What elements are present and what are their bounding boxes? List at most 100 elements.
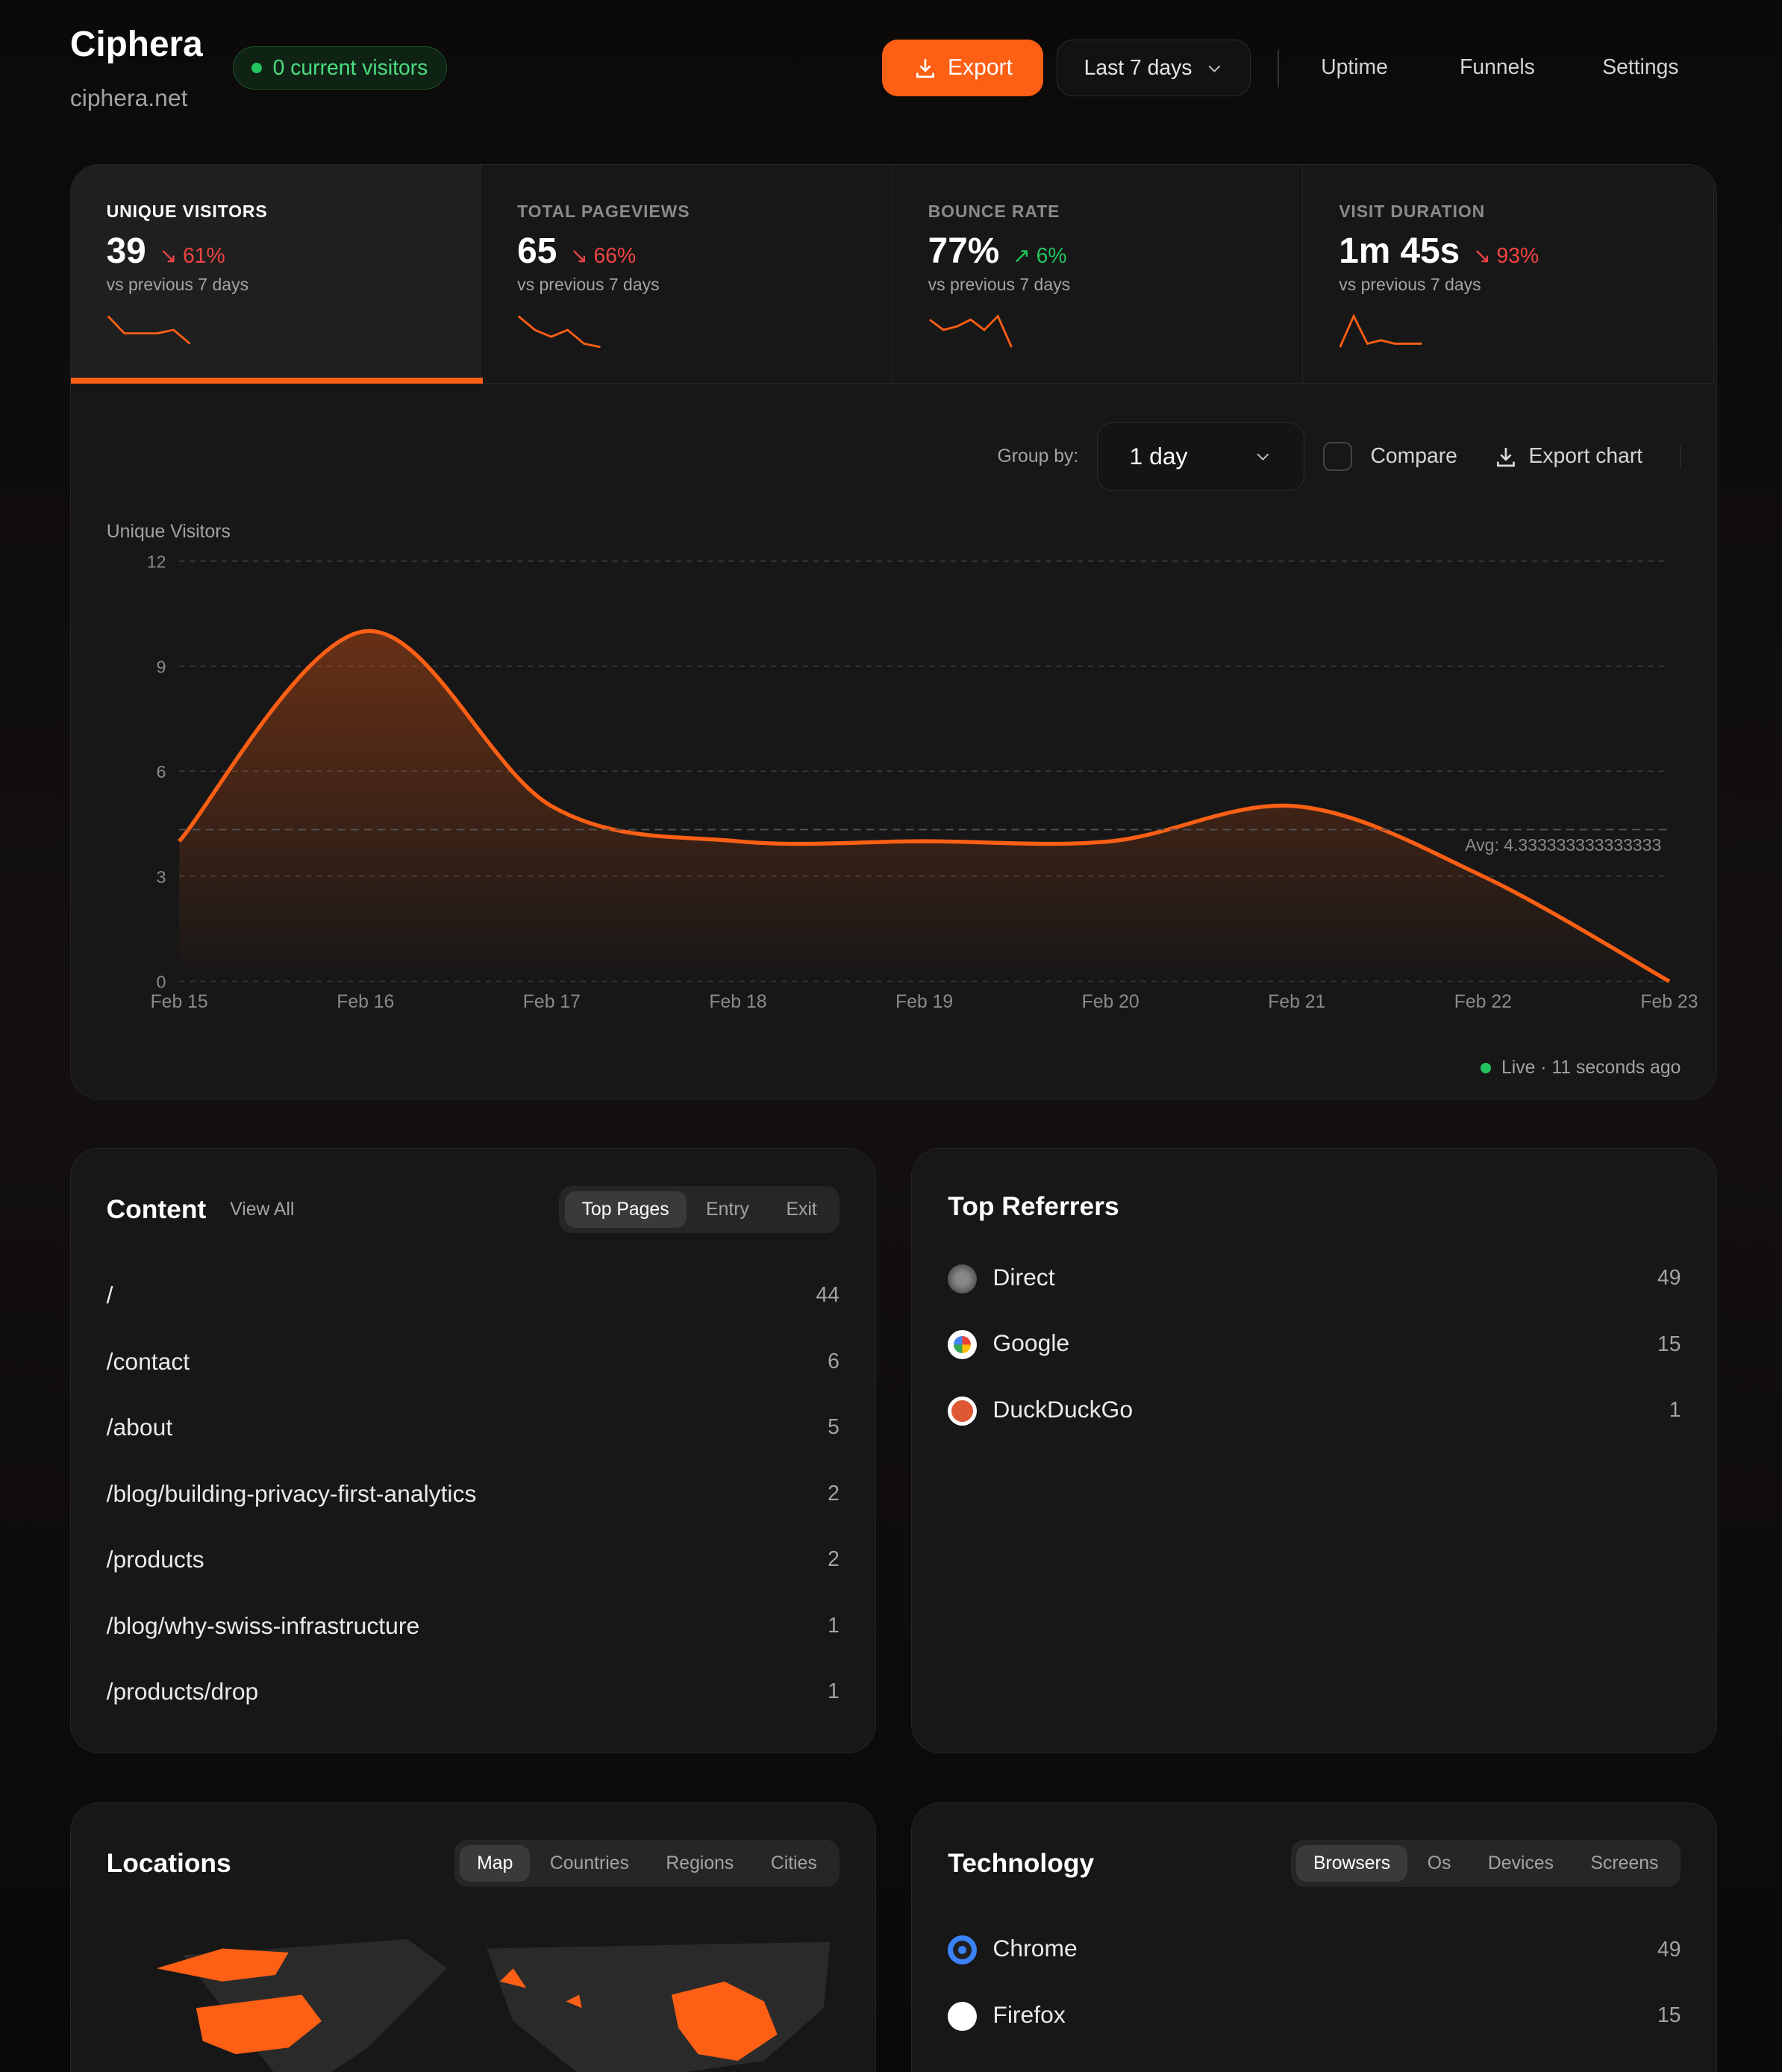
- stat-label: UNIQUE VISITORS: [106, 202, 268, 222]
- export-chart-button[interactable]: Export chart: [1494, 444, 1642, 469]
- list-item[interactable]: / 44: [107, 1263, 840, 1329]
- y-tick-label: 12: [147, 552, 166, 571]
- export-chart-label: Export chart: [1528, 444, 1643, 469]
- list-item[interactable]: DuckDuckGo 1: [948, 1378, 1681, 1444]
- x-tick-label: Feb 15: [150, 992, 207, 1012]
- tab-os[interactable]: Os: [1427, 1853, 1451, 1873]
- nav-funnels[interactable]: Funnels: [1460, 55, 1535, 80]
- stat-comparison: vs previous 7 days: [106, 274, 249, 294]
- locations-tabs: Map Countries Regions Cities: [454, 1840, 840, 1888]
- tab-countries[interactable]: Countries: [549, 1853, 629, 1873]
- stat-value: 77%: [928, 231, 1000, 272]
- world-map[interactable]: [143, 1929, 843, 2072]
- item-count: 49: [1657, 1937, 1681, 1962]
- stat-change: ↘ 61%: [159, 244, 225, 269]
- sparkline-path: [1339, 313, 1422, 348]
- sparkline-path: [928, 313, 1013, 348]
- list-item[interactable]: /products/drop 1: [107, 1659, 840, 1726]
- stat-tab-unique-visitors[interactable]: UNIQUE VISITORS 39 ↘ 61% vs previous 7 da…: [70, 164, 482, 384]
- duckduckgo-icon: [948, 1396, 978, 1426]
- item-count: 2: [828, 1481, 840, 1505]
- item-count: 44: [816, 1283, 840, 1308]
- item-count: 15: [1657, 1332, 1681, 1356]
- x-tick-label: Feb 21: [1268, 992, 1325, 1012]
- tab-regions[interactable]: Regions: [666, 1853, 734, 1873]
- nav-uptime[interactable]: Uptime: [1321, 55, 1388, 80]
- stat-label: VISIT DURATION: [1339, 202, 1486, 222]
- technology-title: Technology: [948, 1848, 1095, 1879]
- item-label: /products: [106, 1546, 204, 1573]
- list-item[interactable]: Firefox 15: [948, 1982, 1681, 2049]
- item-label: /about: [106, 1414, 173, 1441]
- tab-map[interactable]: Map: [460, 1845, 531, 1882]
- y-tick-label: 6: [156, 762, 166, 781]
- export-label: Export: [948, 55, 1013, 81]
- item-count: 6: [828, 1349, 840, 1373]
- date-range-value: Last 7 days: [1084, 55, 1192, 80]
- referrers-card: Top Referrers Direct 49 Google 15 DuckDuckGo…: [911, 1148, 1718, 1754]
- tab-top-pages[interactable]: Top Pages: [564, 1191, 687, 1229]
- firefox-icon: [948, 2001, 978, 2031]
- live-status: Live · 11 seconds ago: [1480, 1058, 1681, 1079]
- area-fill: [178, 631, 1669, 982]
- tab-cities[interactable]: Cities: [770, 1853, 817, 1873]
- stat-tab-total-pageviews[interactable]: TOTAL PAGEVIEWS 65 ↘ 66% vs previous 7 da…: [481, 164, 892, 384]
- export-button[interactable]: Export: [882, 40, 1044, 97]
- compare-checkbox[interactable]: [1322, 442, 1352, 472]
- list-item[interactable]: /blog/building-privacy-first-analytics 2: [107, 1461, 840, 1527]
- tab-exit[interactable]: Exit: [786, 1199, 817, 1220]
- download-icon: [916, 59, 934, 78]
- series-line: [177, 628, 1671, 983]
- content-card: Content View All Top Pages Entry Exit / 4…: [69, 1148, 876, 1754]
- nav-settings[interactable]: Settings: [1602, 55, 1679, 80]
- download-icon: [1497, 447, 1516, 466]
- average-label: Avg: 4.333333333333333: [1465, 835, 1661, 855]
- item-count: 5: [828, 1415, 840, 1440]
- compare-label[interactable]: Compare: [1370, 444, 1457, 469]
- item-label: /products/drop: [106, 1678, 259, 1706]
- date-range-select[interactable]: Last 7 days: [1057, 40, 1251, 97]
- list-item[interactable]: Chrome 49: [948, 1917, 1681, 1983]
- content-tabs: Top Pages Entry Exit: [559, 1185, 840, 1234]
- list-item[interactable]: /blog/why-swiss-infrastructure 1: [107, 1593, 840, 1659]
- referrers-title: Top Referrers: [948, 1191, 1119, 1221]
- list-item[interactable]: Google 15: [948, 1311, 1681, 1378]
- tab-screens[interactable]: Screens: [1590, 1853, 1659, 1873]
- chart-controls: Group by: 1 day Compare Export chart: [998, 422, 1681, 491]
- stat-tab-visit-duration[interactable]: VISIT DURATION 1m 45s ↘ 93% vs previous 7…: [1303, 164, 1714, 384]
- group-by-label: Group by:: [997, 446, 1079, 466]
- site-domain: ciphera.net: [69, 84, 188, 112]
- sparkline: [928, 313, 1013, 348]
- list-item[interactable]: Direct 49: [948, 1246, 1681, 1312]
- x-tick-label: Feb 20: [1081, 992, 1139, 1012]
- group-by-select[interactable]: 1 day: [1097, 422, 1304, 491]
- x-tick-label: Feb 23: [1640, 992, 1698, 1012]
- item-count: 2: [828, 1547, 840, 1572]
- list-item[interactable]: /contact 6: [107, 1329, 840, 1395]
- stat-change: ↗ 6%: [1012, 244, 1067, 269]
- y-axis-label: Unique Visitors: [107, 522, 231, 542]
- x-tick-label: Feb 16: [337, 992, 394, 1012]
- stat-label: BOUNCE RATE: [928, 202, 1060, 222]
- item-label: Direct: [992, 1263, 1055, 1291]
- stat-value: 39: [106, 231, 146, 272]
- stat-value: 65: [517, 231, 557, 272]
- item-count: 1: [1669, 1398, 1681, 1423]
- item-label: Chrome: [992, 1935, 1078, 1962]
- technology-tabs: Browsers Os Devices Screens: [1290, 1840, 1681, 1888]
- list-item[interactable]: /products 2: [107, 1527, 840, 1594]
- current-visitors-badge: 0 current visitors: [232, 46, 448, 90]
- visitors-chart: Unique Visitors 0 3 6 9 12 Feb 15 Feb 16 Feb 17 F…: [107, 522, 1698, 1012]
- item-label: /blog/why-swiss-infrastructure: [106, 1611, 420, 1639]
- google-icon: [948, 1330, 978, 1360]
- stat-tab-bounce-rate[interactable]: BOUNCE RATE 77% ↗ 6% vs previous 7 days: [892, 164, 1304, 384]
- view-all-link[interactable]: View All: [230, 1199, 295, 1220]
- tab-devices[interactable]: Devices: [1487, 1853, 1554, 1873]
- list-item[interactable]: /about 5: [107, 1395, 840, 1461]
- chevron-down-icon: [1257, 453, 1269, 461]
- y-tick-label: 0: [156, 972, 166, 991]
- tab-entry[interactable]: Entry: [706, 1199, 749, 1220]
- item-count: 15: [1657, 2003, 1681, 2028]
- tab-browsers[interactable]: Browsers: [1295, 1845, 1408, 1882]
- item-label: DuckDuckGo: [992, 1395, 1134, 1423]
